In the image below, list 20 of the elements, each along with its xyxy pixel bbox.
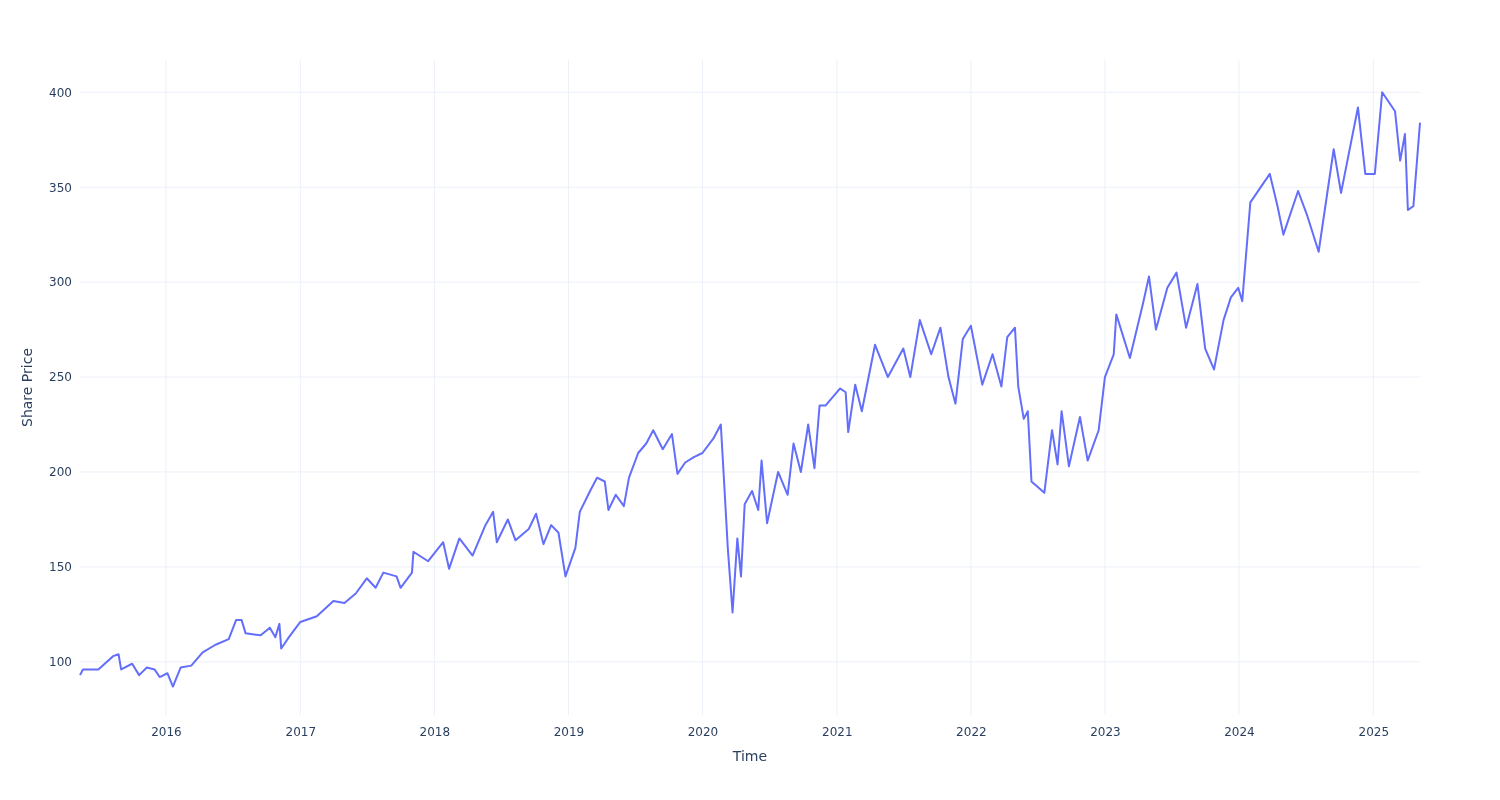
x-tick-label: 2022 bbox=[956, 724, 987, 739]
y-tick-label: 200 bbox=[49, 465, 72, 480]
x-tick-label: 2019 bbox=[553, 724, 585, 739]
y-tick-label: 150 bbox=[49, 560, 72, 575]
y-tick-label: 400 bbox=[49, 85, 72, 100]
y-axis-title: Share Price bbox=[19, 347, 35, 428]
x-tick-label: 2023 bbox=[1090, 724, 1121, 739]
y-tick-label: 300 bbox=[49, 275, 72, 290]
y-tick-label: 100 bbox=[49, 655, 72, 670]
x-tick-label: 2016 bbox=[151, 724, 182, 739]
y-tick-label: 250 bbox=[49, 370, 72, 385]
x-axis-title: Time bbox=[731, 748, 768, 764]
x-tick-label: 2018 bbox=[419, 724, 451, 739]
x-tick-label: 2024 bbox=[1224, 724, 1255, 739]
x-tick-label: 2020 bbox=[687, 724, 719, 739]
x-tick-label: 2021 bbox=[822, 724, 853, 739]
x-tick-label: 2017 bbox=[285, 724, 317, 739]
x-tick-label: 2025 bbox=[1358, 724, 1390, 739]
line-series bbox=[79, 91, 1421, 688]
y-tick-label: 350 bbox=[49, 180, 72, 195]
